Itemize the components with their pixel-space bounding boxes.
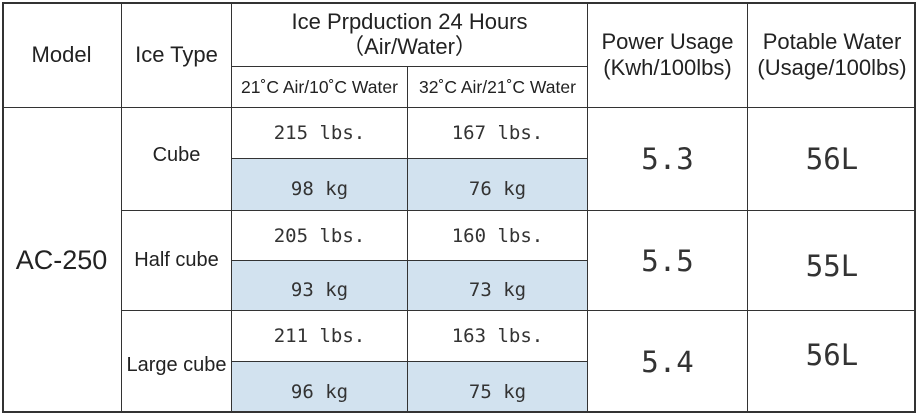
lbs-value: 215 lbs.	[273, 122, 366, 144]
header-potable-water: Potable Water (Usage/100lbs)	[748, 2, 916, 108]
power-usage-value: 5.4	[588, 311, 748, 413]
power-value: 5.4	[641, 345, 694, 379]
lbs-value: 205 lbs.	[273, 224, 366, 247]
potable-water-value: 55L	[748, 211, 916, 311]
lbs-cond2: 160 lbs.	[408, 211, 588, 261]
water-value: 56L	[805, 338, 859, 372]
lbs-cond2: 167 lbs.	[408, 108, 588, 159]
lbs-cond1: 205 lbs.	[232, 211, 408, 261]
kg-value: 96 kg	[290, 380, 349, 403]
kg-cond1: 98 kg	[232, 159, 408, 211]
kg-cond2: 73 kg	[408, 261, 588, 311]
ice-type-label: Cube	[152, 143, 201, 166]
header-condition-2-label: 32˚C Air/21˚C Water	[419, 76, 576, 97]
kg-cond1: 93 kg	[232, 261, 408, 311]
kg-value: 73 kg	[468, 278, 527, 301]
ice-type-label: Half cube	[134, 249, 219, 271]
potable-water-value: 56L	[748, 311, 916, 413]
lbs-value: 160 lbs.	[451, 224, 544, 247]
header-condition-1-label: 21˚C Air/10˚C Water	[241, 76, 398, 97]
lbs-cond1: 215 lbs.	[232, 108, 408, 159]
header-production-line2: （Air/Water）	[342, 34, 477, 59]
potable-water-value: 56L	[748, 108, 916, 211]
header-condition-1: 21˚C Air/10˚C Water	[232, 67, 408, 108]
kg-cond2: 75 kg	[408, 362, 588, 413]
ice-type-half-cube: Half cube	[122, 211, 232, 311]
kg-value: 75 kg	[468, 380, 527, 403]
lbs-cond1: 211 lbs.	[232, 311, 408, 362]
header-water-line2: (Usage/100lbs)	[757, 54, 907, 80]
header-model: Model	[2, 2, 122, 108]
lbs-cond2: 163 lbs.	[408, 311, 588, 362]
water-value: 56L	[805, 142, 859, 176]
lbs-value: 167 lbs.	[451, 122, 544, 144]
header-model-label: Model	[31, 41, 92, 67]
header-production-line1: Ice Prpduction 24 Hours	[291, 8, 528, 34]
power-usage-value: 5.3	[588, 108, 748, 211]
ice-type-cube: Cube	[122, 108, 232, 211]
header-ice-type: Ice Type	[122, 2, 232, 108]
header-power-line1: Power Usage	[601, 29, 734, 55]
lbs-value: 211 lbs.	[273, 325, 366, 347]
water-value: 55L	[805, 248, 859, 283]
kg-value: 98 kg	[290, 177, 349, 200]
kg-value: 93 kg	[290, 278, 349, 301]
power-usage-value: 5.5	[588, 211, 748, 311]
ice-type-large-cube: Large cube	[122, 311, 232, 413]
kg-cond1: 96 kg	[232, 362, 408, 413]
header-production: Ice Prpduction 24 Hours （Air/Water）	[232, 2, 588, 67]
header-water-line1: Potable Water	[762, 29, 902, 55]
header-power-usage: Power Usage (Kwh/100lbs)	[588, 2, 748, 108]
header-power-line2: (Kwh/100lbs)	[603, 54, 732, 80]
model-name: AC-250	[15, 245, 108, 275]
power-value: 5.3	[641, 142, 694, 176]
ice-type-label: Large cube	[126, 353, 227, 376]
kg-value: 76 kg	[468, 177, 527, 200]
header-ice-type-label: Ice Type	[135, 41, 218, 67]
kg-cond2: 76 kg	[408, 159, 588, 211]
lbs-value: 163 lbs.	[451, 325, 544, 347]
header-condition-2: 32˚C Air/21˚C Water	[408, 67, 588, 108]
power-value: 5.5	[641, 243, 694, 278]
model-cell: AC-250	[2, 108, 122, 413]
